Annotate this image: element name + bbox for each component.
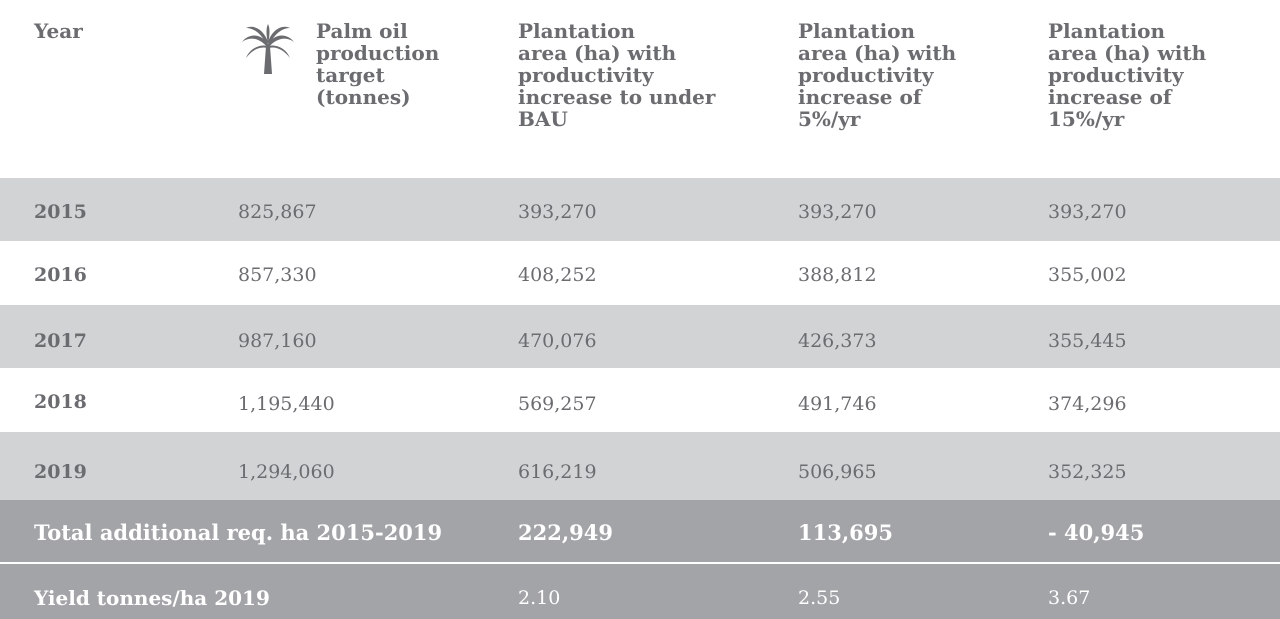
header-bau: Plantation area (ha) with productivity i…	[518, 19, 716, 131]
yield-bau: 2.10	[518, 587, 561, 609]
total-bau: 222,949	[518, 520, 613, 545]
header-5pct: Plantation area (ha) with productivity i…	[798, 19, 957, 131]
row-target: 825,867	[238, 201, 317, 223]
row-target: 1,195,440	[238, 393, 335, 415]
row-target: 857,330	[238, 264, 317, 286]
row-5pct: 388,812	[798, 264, 877, 286]
row-15pct: 393,270	[1048, 201, 1127, 223]
yield-15pct: 3.67	[1048, 587, 1091, 609]
table-row: 2017 987,160 470,076 426,373 355,445	[0, 305, 1280, 368]
total-15pct: - 40,945	[1048, 520, 1145, 545]
total-row: Total additional req. ha 2015-2019 222,9…	[0, 500, 1280, 562]
row-5pct: 491,746	[798, 393, 877, 415]
row-year: 2017	[34, 330, 87, 352]
table-row: 2019 1,294,060 616,219 506,965 352,325	[0, 432, 1280, 500]
yield-label: Yield tonnes/ha 2019	[34, 586, 270, 610]
total-label: Total additional req. ha 2015-2019	[34, 520, 443, 545]
yield-5pct: 2.55	[798, 587, 841, 609]
header-palm-target: Palm oil production target (tonnes)	[316, 19, 440, 109]
palm-tree-icon	[242, 24, 294, 74]
table-row: 2015 825,867 393,270 393,270 393,270	[0, 178, 1280, 241]
table-row: 2018 1,195,440 569,257 491,746 374,296	[0, 368, 1280, 432]
row-year: 2015	[34, 201, 87, 223]
row-target: 1,294,060	[238, 461, 335, 483]
row-15pct: 374,296	[1048, 393, 1127, 415]
header-year: Year	[34, 19, 83, 43]
row-divider	[0, 562, 1280, 564]
row-bau: 616,219	[518, 461, 597, 483]
row-target: 987,160	[238, 330, 317, 352]
yield-row: Yield tonnes/ha 2019 2.10 2.55 3.67	[0, 564, 1280, 619]
row-year: 2016	[34, 264, 87, 286]
row-bau: 569,257	[518, 393, 597, 415]
row-year: 2019	[34, 461, 87, 483]
row-15pct: 355,002	[1048, 264, 1127, 286]
row-bau: 408,252	[518, 264, 597, 286]
table-row: 2016 857,330 408,252 388,812 355,002	[0, 241, 1280, 305]
row-year: 2018	[34, 391, 87, 413]
row-5pct: 393,270	[798, 201, 877, 223]
total-5pct: 113,695	[798, 520, 893, 545]
row-5pct: 506,965	[798, 461, 877, 483]
row-15pct: 352,325	[1048, 461, 1127, 483]
row-5pct: 426,373	[798, 330, 877, 352]
row-15pct: 355,445	[1048, 330, 1127, 352]
row-bau: 470,076	[518, 330, 597, 352]
header-15pct: Plantation area (ha) with productivity i…	[1048, 19, 1207, 131]
row-bau: 393,270	[518, 201, 597, 223]
table-header: Year Palm oil production target (tonnes)…	[0, 0, 1280, 178]
